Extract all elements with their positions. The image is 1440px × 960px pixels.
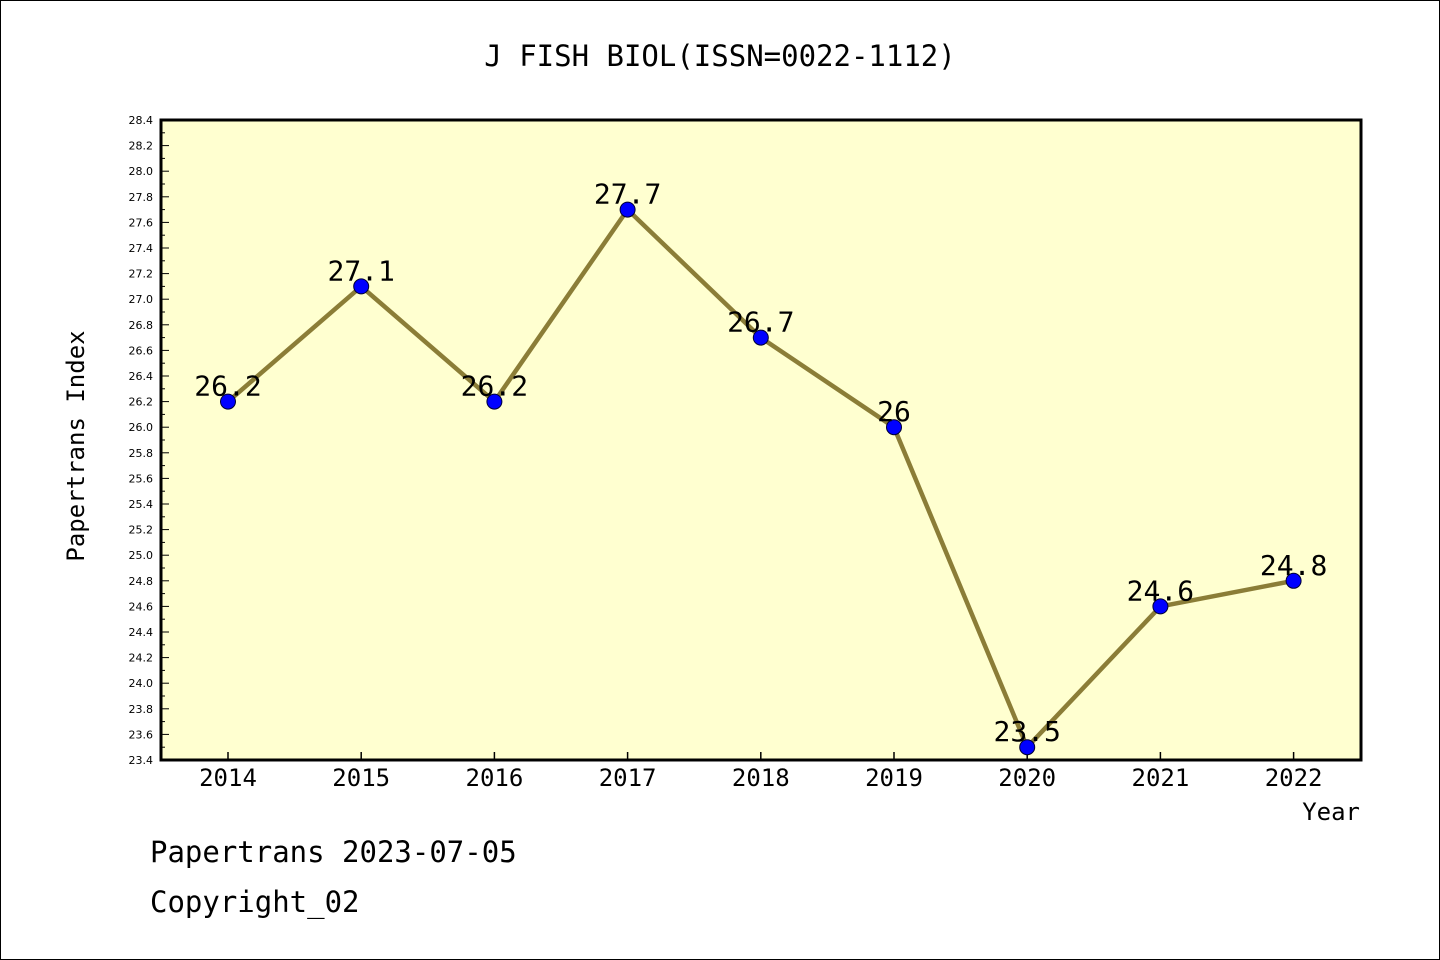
data-label: 26.2: [461, 370, 528, 403]
y-tick-label: 25.4: [129, 498, 154, 511]
y-tick-label: 23.8: [129, 703, 154, 716]
x-tick-label: 2015: [332, 764, 390, 792]
x-tick-label: 2019: [865, 764, 923, 792]
x-tick-label: 2020: [998, 764, 1056, 792]
data-point-marker: [619, 201, 636, 218]
chart-title: J FISH BIOL(ISSN=0022-1112): [484, 39, 955, 73]
data-label: 24.6: [1127, 574, 1194, 607]
data-point-marker: [486, 393, 503, 410]
y-tick-label: 26.6: [129, 344, 154, 357]
y-tick-label: 25.6: [129, 472, 154, 485]
data-point-marker: [1019, 739, 1036, 756]
y-tick-label: 27.2: [129, 268, 154, 281]
x-tick-label: 2018: [732, 764, 790, 792]
data-label: 23.5: [993, 715, 1060, 748]
data-label: 27.1: [327, 254, 394, 287]
y-tick-label: 27.6: [129, 216, 154, 229]
y-tick-label: 23.4: [129, 754, 154, 767]
y-axis-label: Papertrans Index: [62, 330, 90, 561]
x-axis-label: Year: [1302, 798, 1360, 826]
data-labels: 26.2 27.1 26.2 27.7 26.7 26 23.5 24.6 24.8: [194, 178, 1327, 749]
x-axis-ticks: 2014 2015 2016 2017 2018 2019 2020 2021 2022: [199, 752, 1322, 792]
y-tick-label: 24.4: [129, 626, 154, 639]
x-tick-label: 2016: [466, 764, 524, 792]
y-axis-ticks: 23.4 23.6 23.8 24.0 24.2 24.4 24.6 24.8 25.0 25.2…: [129, 114, 169, 767]
y-tick-label: 25.2: [129, 524, 154, 537]
data-point-marker: [220, 393, 236, 410]
data-point-marker: [1152, 598, 1169, 615]
data-points: [220, 201, 1302, 756]
y-tick-label: 27.4: [129, 242, 154, 255]
y-tick-label: 26.4: [129, 370, 154, 383]
y-tick-label: 24.2: [129, 652, 154, 665]
y-tick-label: 24.8: [129, 575, 154, 588]
data-label: 26: [877, 395, 911, 428]
y-tick-label: 25.8: [129, 447, 154, 460]
y-tick-label: 28.0: [129, 165, 154, 178]
x-tick-label: 2021: [1132, 764, 1190, 792]
y-tick-label: 28.4: [129, 114, 154, 127]
y-tick-label: 27.0: [129, 293, 154, 306]
y-tick-label: 26.8: [129, 319, 154, 332]
footer-copyright: Copyright_02: [150, 885, 360, 919]
data-point-marker: [353, 278, 370, 295]
data-label: 26.2: [194, 370, 261, 403]
y-tick-label: 28.2: [129, 140, 154, 153]
y-tick-label: 27.8: [129, 191, 154, 204]
data-point-marker: [752, 329, 769, 346]
y-tick-label: 24.0: [129, 677, 154, 690]
x-tick-label: 2014: [199, 764, 257, 792]
footer-date: Papertrans 2023-07-05: [150, 835, 517, 869]
y-tick-label: 25.0: [129, 549, 154, 562]
y-tick-label: 23.6: [129, 728, 154, 741]
data-point-marker: [886, 419, 902, 436]
y-tick-label: 24.6: [129, 600, 154, 613]
data-label: 26.7: [727, 306, 794, 339]
x-tick-label: 2022: [1265, 764, 1323, 792]
data-label: 27.7: [594, 178, 661, 211]
data-point-marker: [1285, 572, 1302, 589]
y-tick-label: 26.2: [129, 396, 154, 409]
x-tick-label: 2017: [599, 764, 657, 792]
plot-area: [159, 118, 1363, 762]
data-label: 24.8: [1260, 549, 1327, 582]
y-tick-label: 26.0: [129, 421, 154, 434]
